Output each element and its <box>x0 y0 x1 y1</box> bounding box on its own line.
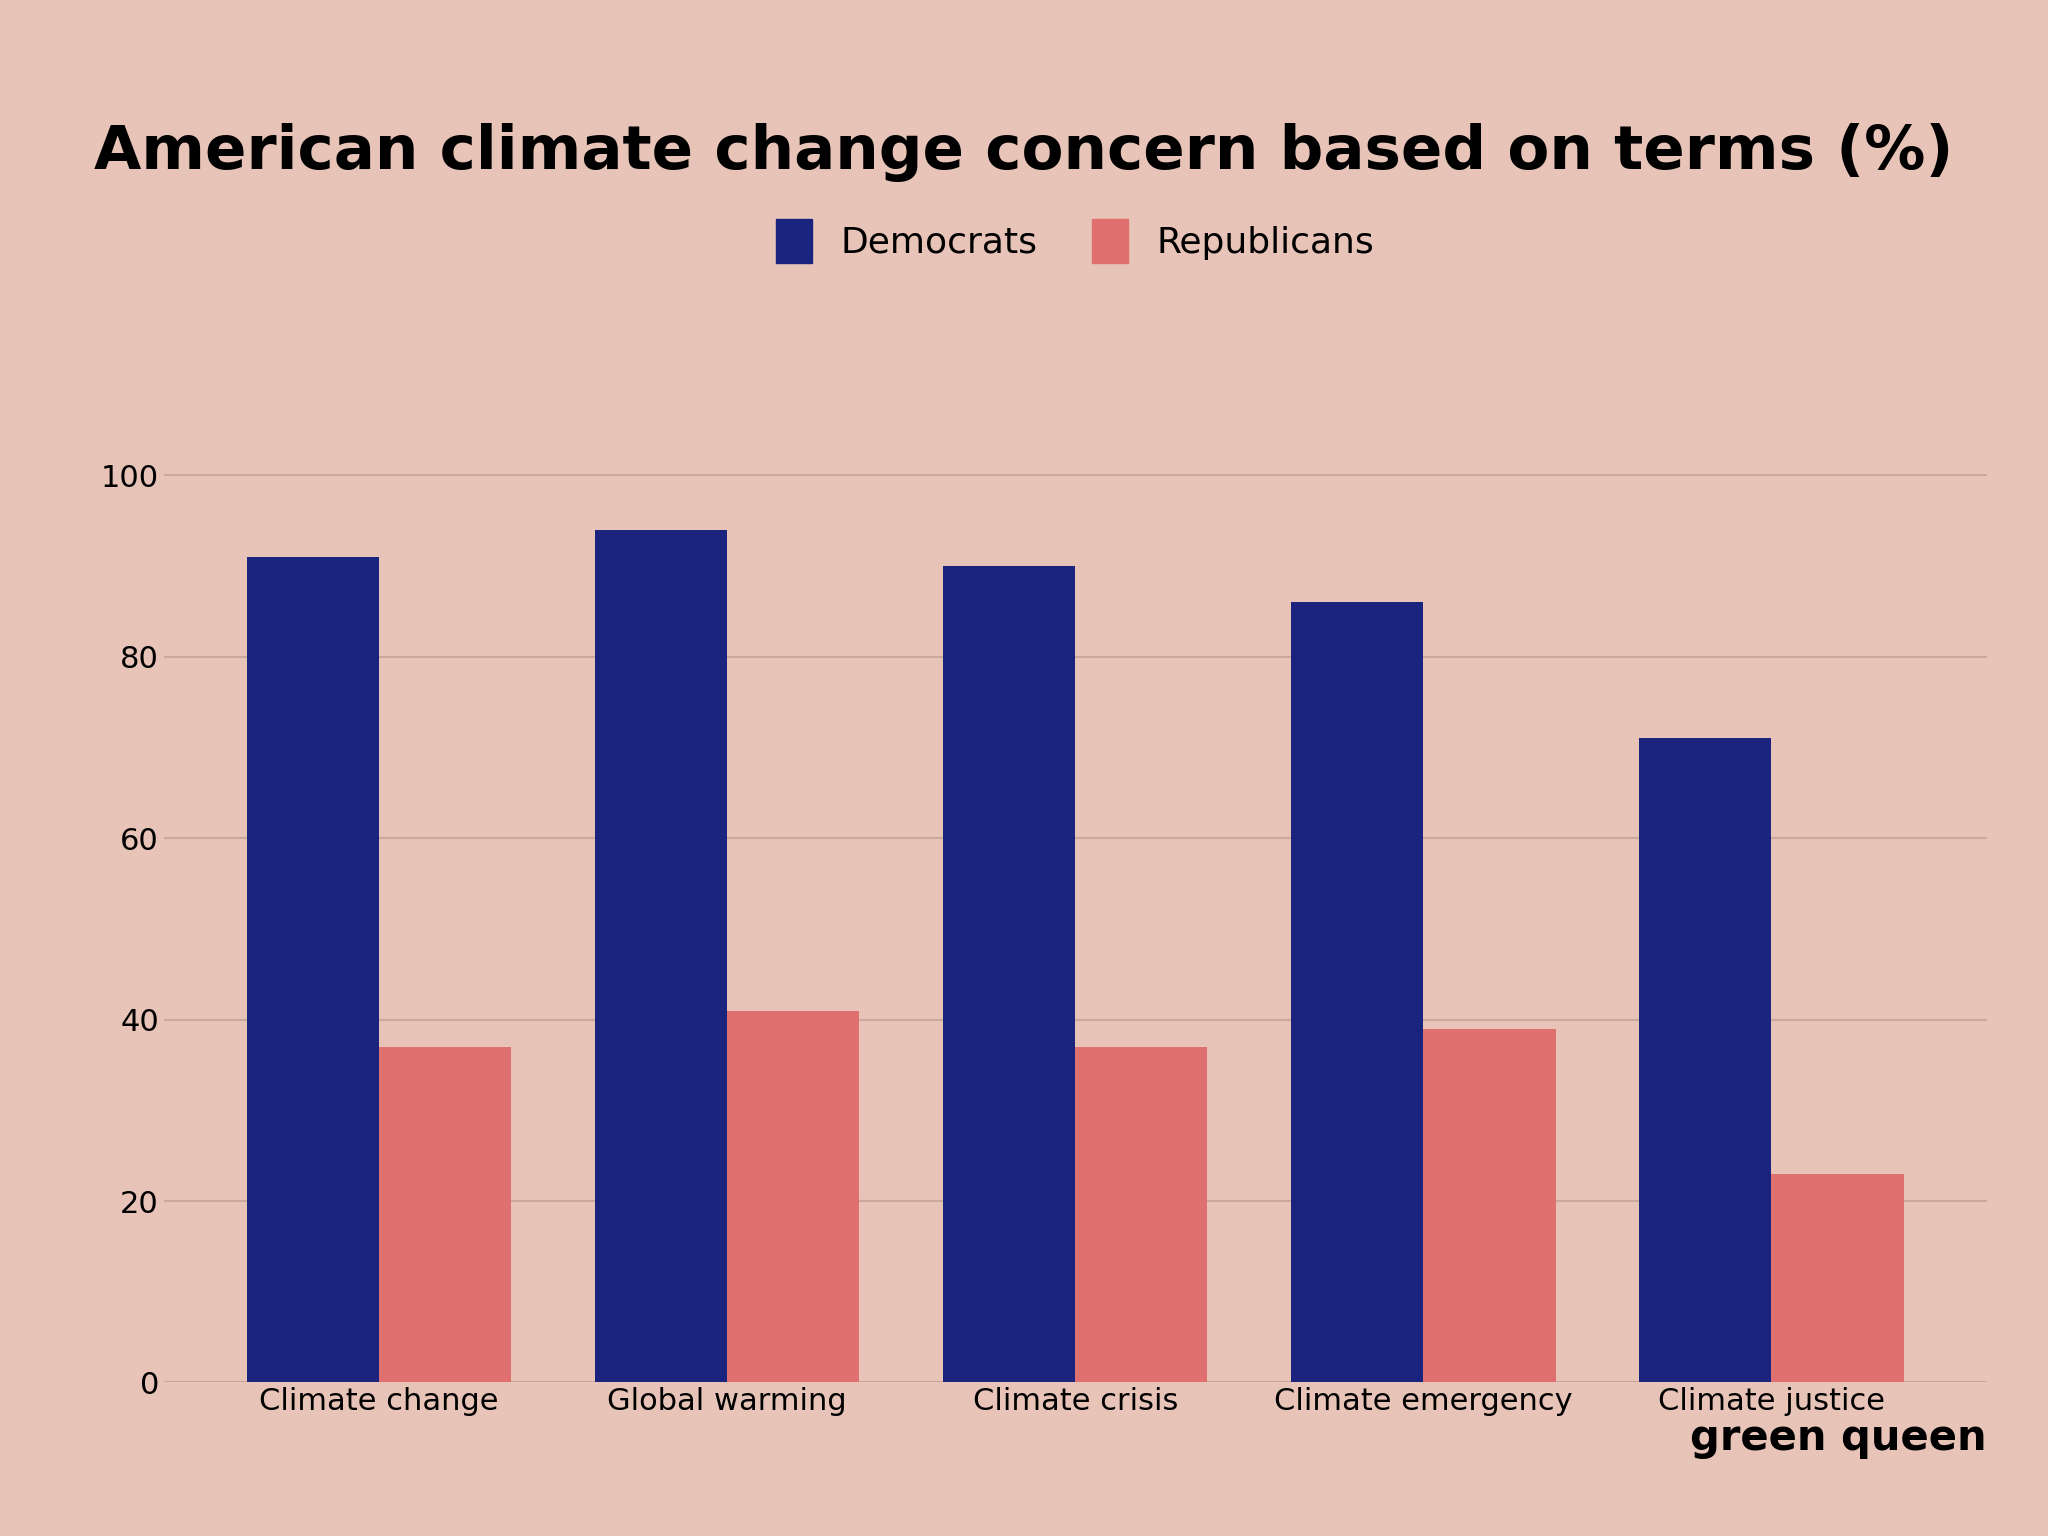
Text: American climate change concern based on terms (%): American climate change concern based on… <box>94 123 1954 181</box>
Bar <box>1075 1048 1208 1382</box>
Legend: Democrats, Republicans: Democrats, Republicans <box>758 201 1393 281</box>
Bar <box>1772 1174 1905 1382</box>
Bar <box>1638 739 1772 1382</box>
Bar <box>379 1048 512 1382</box>
Bar <box>727 1011 860 1382</box>
Bar <box>594 530 727 1382</box>
Text: green queen: green queen <box>1690 1418 1987 1459</box>
Bar <box>942 567 1075 1382</box>
Bar <box>246 558 379 1382</box>
Bar <box>1423 1029 1556 1382</box>
Bar <box>1290 602 1423 1382</box>
